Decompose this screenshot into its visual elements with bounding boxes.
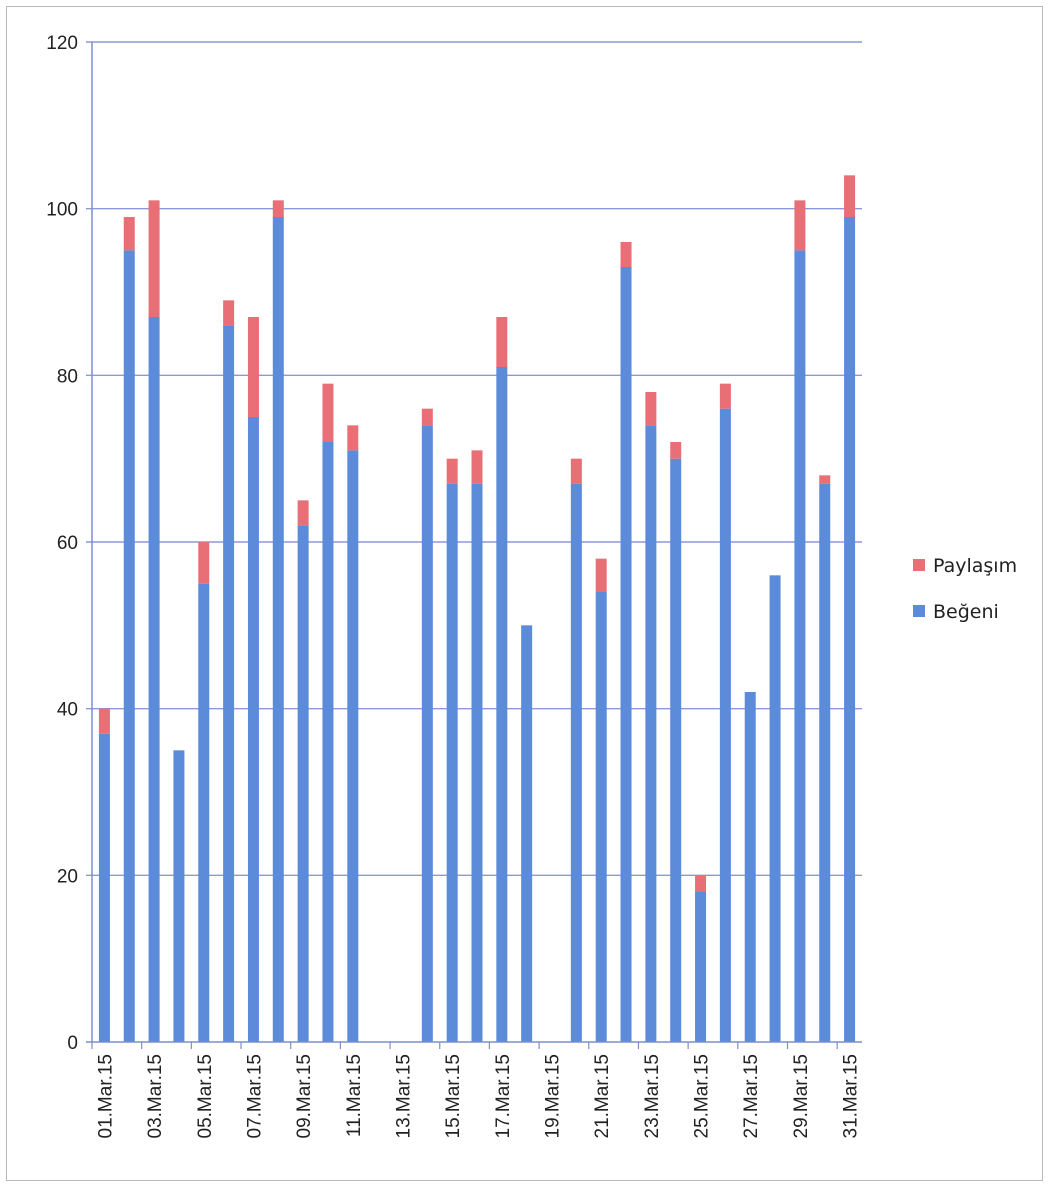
bar-segment-paylaşım xyxy=(322,383,334,442)
bar-segment-beğeni xyxy=(570,483,582,1043)
x-tick-label: 13.Mar.15 xyxy=(393,1054,414,1139)
bar-segment-paylaşım xyxy=(695,875,707,892)
bar-segment-paylaşım xyxy=(198,542,210,584)
bar-segment-paylaşım xyxy=(645,392,657,426)
y-tick-label: 20 xyxy=(57,866,78,887)
x-tick-label: 23.Mar.15 xyxy=(642,1054,663,1139)
y-tick-label: 60 xyxy=(57,533,78,554)
bar-segment-paylaşım xyxy=(421,408,433,426)
bar-segment-beğeni xyxy=(247,417,259,1042)
bar-segment-beğeni xyxy=(223,325,235,1042)
bar-segment-paylaşım xyxy=(844,175,856,217)
bar-segment-paylaşım xyxy=(223,300,235,326)
x-tick-label: 01.Mar.15 xyxy=(95,1054,116,1139)
bar-segment-beğeni xyxy=(148,317,160,1042)
bar-segment-beğeni xyxy=(446,483,458,1043)
legend: Paylaşım Beğeni xyxy=(913,555,1017,623)
bar-segment-paylaşım xyxy=(819,475,831,484)
x-tick-label: 09.Mar.15 xyxy=(294,1054,315,1139)
bar-segment-beğeni xyxy=(595,592,607,1042)
bar-segment-beğeni xyxy=(496,367,508,1042)
bar-segment-beğeni xyxy=(695,892,707,1042)
x-tick-label: 25.Mar.15 xyxy=(692,1054,713,1139)
x-tick-label: 31.Mar.15 xyxy=(841,1054,862,1139)
x-tick-label: 21.Mar.15 xyxy=(592,1054,613,1139)
bar-segment-paylaşım xyxy=(297,500,309,526)
bar-segment-paylaşım xyxy=(471,450,483,484)
x-tick-label: 15.Mar.15 xyxy=(443,1054,464,1139)
y-tick-label: 40 xyxy=(57,700,78,721)
bar-segment-beğeni xyxy=(670,458,682,1043)
bar-segment-paylaşım xyxy=(794,200,806,251)
x-tick-label: 11.Mar.15 xyxy=(344,1054,365,1137)
y-tick-label: 100 xyxy=(46,200,78,221)
bar-segment-beğeni xyxy=(98,733,110,1042)
axes xyxy=(86,42,862,1049)
x-tick-label: 29.Mar.15 xyxy=(791,1054,812,1139)
x-axis-ticks: 01.Mar.15 03.Mar.15 05.Mar.15 07.Mar.15 09.M… xyxy=(95,1054,861,1139)
bar-segment-paylaşım xyxy=(247,317,259,417)
legend-label: Paylaşım xyxy=(933,555,1017,577)
legend-swatch-beğeni xyxy=(913,605,925,617)
bar-segment-paylaşım xyxy=(446,458,458,484)
bar-segment-beğeni xyxy=(769,575,781,1042)
bar-segment-beğeni xyxy=(744,692,756,1042)
bars xyxy=(98,175,856,1043)
y-tick-label: 80 xyxy=(57,366,78,387)
bar-segment-beğeni xyxy=(198,583,210,1042)
y-axis-ticks: 0 20 40 60 80 100 120 xyxy=(46,33,78,1054)
bar-segment-beğeni xyxy=(794,250,806,1043)
bar-segment-beğeni xyxy=(272,217,284,1042)
bar-segment-beğeni xyxy=(620,267,632,1042)
gridlines xyxy=(86,41,862,877)
bar-segment-paylaşım xyxy=(496,317,508,367)
x-tick-label: 05.Mar.15 xyxy=(195,1054,216,1139)
legend-label: Beğeni xyxy=(933,601,999,623)
bar-segment-paylaşım xyxy=(272,200,284,217)
x-tick-label: 27.Mar.15 xyxy=(741,1054,762,1139)
bar-segment-paylaşım xyxy=(347,425,359,451)
bar-segment-paylaşım xyxy=(670,442,682,459)
bar-segment-beğeni xyxy=(719,408,731,1043)
x-tick-label: 03.Mar.15 xyxy=(145,1054,166,1139)
bar-segment-beğeni xyxy=(471,483,483,1043)
legend-swatch-paylaşım xyxy=(913,559,925,571)
bar-segment-beğeni xyxy=(819,483,831,1043)
bar-segment-paylaşım xyxy=(123,217,135,251)
bar-segment-paylaşım xyxy=(719,383,731,409)
y-tick-label: 120 xyxy=(46,33,78,54)
bar-segment-beğeni xyxy=(421,425,433,1042)
bar-segment-paylaşım xyxy=(620,242,632,267)
bar-segment-beğeni xyxy=(173,750,185,1042)
bar-segment-beğeni xyxy=(347,450,359,1042)
bar-segment-beğeni xyxy=(297,525,309,1042)
bar-segment-paylaşım xyxy=(570,458,582,484)
y-tick-label: 0 xyxy=(67,1033,78,1054)
x-tick-label: 19.Mar.15 xyxy=(543,1054,564,1139)
bar-segment-beğeni xyxy=(521,625,533,1042)
bar-segment-paylaşım xyxy=(148,200,160,317)
bar-segment-paylaşım xyxy=(595,558,607,592)
bar-segment-beğeni xyxy=(645,425,657,1042)
bar-segment-paylaşım xyxy=(98,708,110,734)
bar-segment-beğeni xyxy=(844,217,856,1042)
x-tick-label: 07.Mar.15 xyxy=(244,1054,265,1139)
bar-segment-beğeni xyxy=(123,250,135,1043)
x-tick-label: 17.Mar.15 xyxy=(493,1054,514,1139)
bar-segment-beğeni xyxy=(322,442,334,1042)
